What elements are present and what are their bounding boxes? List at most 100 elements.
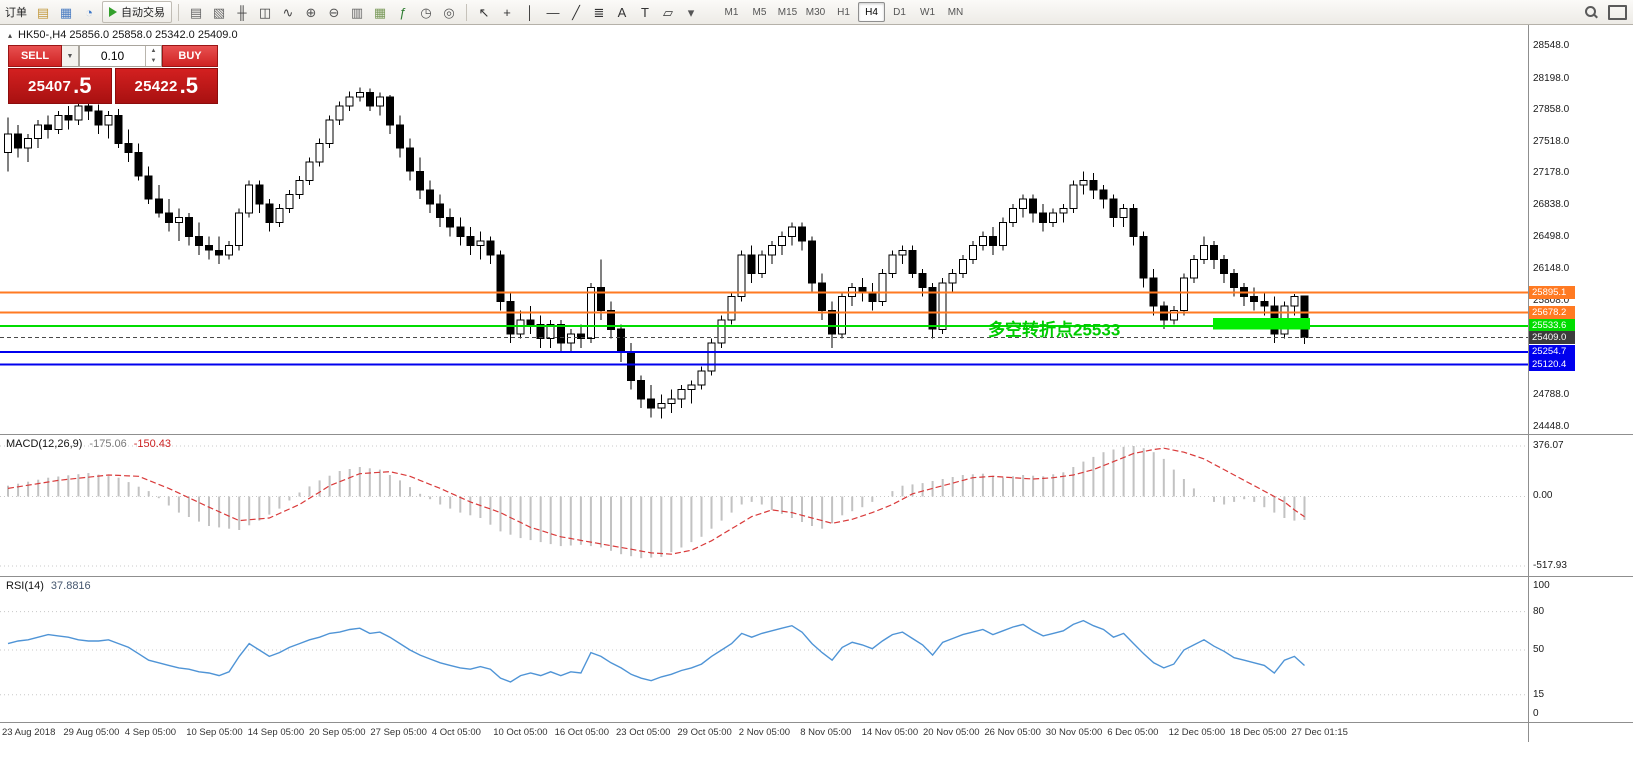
market-watch-icon[interactable]: ▦ [58,3,74,22]
one-click-toggle-icon[interactable]: ▴ [8,30,13,40]
date-label: 12 Dec 05:00 [1168,727,1226,738]
clock-icon: ◷ [420,4,432,20]
shapes-dropdown-icon: ▾ [687,4,695,20]
profiles-icon: ▧ [212,4,226,20]
timeframe-button-M1[interactable]: M1 [724,6,739,18]
search-icon[interactable] [1585,5,1598,19]
charts-window-icon[interactable]: ▤ [35,3,51,22]
timeframe-button-M15[interactable]: M15 [777,6,798,18]
line-chart-icon[interactable]: ∿ [280,3,296,22]
clock-icon[interactable]: ◷ [418,3,434,22]
price-level-badge: 25678.2 [1529,305,1575,319]
timeframe-button-M5[interactable]: M5 [752,6,767,18]
price-level-badge: 25533.6 [1529,319,1575,333]
rsi-splitter[interactable] [0,576,1633,577]
date-label: 14 Nov 05:00 [861,727,919,738]
volume-field[interactable]: 0.10 ▲ ▼ [79,45,162,67]
chart-symbol-header: ▴ HK50-,H4 25856.0 25858.0 25342.0 25409… [8,29,238,41]
help-icon: ◔ [85,4,93,20]
play-icon [109,7,117,17]
text-icon[interactable]: A [614,3,630,22]
new-order-button[interactable]: 订单 [5,7,27,19]
date-label: 23 Oct 05:00 [616,727,671,738]
shapes-icon: ▱ [663,4,673,20]
date-label: 29 Aug 05:00 [63,727,120,738]
volume-value[interactable]: 0.10 [100,49,125,63]
rsi-axis-label: 80 [1533,605,1545,617]
tile-windows-icon[interactable]: ▥ [349,3,365,22]
trendline-icon[interactable]: ╱ [568,3,584,22]
date-label: 27 Sep 05:00 [370,727,427,738]
macd-axis-label: 0.00 [1533,490,1553,502]
crosshair-icon: + [503,4,511,20]
sell-price: 25407 [27,77,72,95]
crosshair-icon[interactable]: + [499,3,515,22]
buy-price-button[interactable]: 25422 .5 [114,68,218,104]
toolbar-separator [466,3,467,21]
price-axis-label: 26498.0 [1533,230,1570,242]
shapes-dropdown-icon[interactable]: ▾ [683,3,699,22]
price-scale[interactable]: 28548.0 28198.0 27858.0 27518.0 27178.0 26838… [1529,0,1633,742]
date-label: 2 Nov 05:00 [738,727,791,738]
bar-chart-icon[interactable]: ╫ [234,3,250,22]
charts-window-icon: ▤ [36,4,50,20]
macd-panel[interactable] [0,434,1528,576]
toolbar-right-group [1585,4,1627,20]
date-label: 26 Nov 05:00 [984,727,1041,738]
indicators-icon[interactable]: ƒ [395,3,411,22]
vertical-line-icon[interactable]: │ [522,3,538,22]
candlestick-chart-icon[interactable]: ◫ [257,3,273,22]
target-icon[interactable]: ◎ [441,3,457,22]
horizontal-line-icon[interactable]: — [545,3,561,22]
timeframe-button-MN[interactable]: MN [947,6,964,18]
sell-button[interactable]: SELL [8,45,62,67]
timeframe-button-D1[interactable]: D1 [893,6,906,18]
price-chart[interactable]: 多空转折点25533 [0,25,1528,434]
price-axis-label: 27518.0 [1533,135,1570,147]
timeframe-button-H4[interactable]: H4 [858,2,885,22]
label-icon: T [641,4,649,20]
timeframe-button-M30[interactable]: M30 [805,6,826,18]
volume-down-icon[interactable]: ▼ [150,58,157,64]
macd-splitter[interactable] [0,434,1633,435]
timeframe-bar: M1 M5 M15 M30 H1 H4 D1 W1 MN [718,2,969,22]
order-type-dropdown[interactable]: ▼ [62,45,79,67]
fibonacci-icon[interactable]: ≣ [591,3,607,22]
date-label: 18 Dec 05:00 [1230,727,1287,738]
price-axis-label: 27858.0 [1533,104,1570,116]
timeframe-button-H1[interactable]: H1 [837,6,850,18]
zoom-in-icon[interactable]: ⊕ [303,3,319,22]
price-axis-label: 25808.0 [1533,294,1570,306]
label-icon[interactable]: T [637,3,653,22]
price-level-badge: 25120.4 [1529,357,1575,371]
rsi-axis-label: 15 [1533,688,1545,700]
new-chart-icon[interactable]: ▤ [188,3,204,22]
time-scale[interactable]: 23 Aug 2018 29 Aug 05:00 4 Sep 05:00 10 Sep… [0,722,1528,742]
date-label: 20 Sep 05:00 [309,727,366,738]
shapes-icon[interactable]: ▱ [660,3,676,22]
profiles-icon[interactable]: ▧ [211,3,227,22]
one-click-trading-panel: SELL ▼ 0.10 ▲ ▼ BUY 25407 .5 25422 .5 [8,45,218,104]
timeframe-button-W1[interactable]: W1 [920,6,935,18]
target-icon: ◎ [443,4,455,20]
rsi-header: RSI(14) 37.8816 [6,580,91,592]
date-label: 29 Oct 05:00 [677,727,732,738]
sell-price-button[interactable]: 25407 .5 [8,68,112,104]
help-icon[interactable]: ◔ [81,3,97,22]
buy-button[interactable]: BUY [162,45,218,67]
horizontal-line-icon: — [546,4,560,20]
fullscreen-icon[interactable] [1608,4,1627,20]
date-label: 8 Nov 05:00 [800,727,852,738]
rsi-panel[interactable] [0,576,1528,722]
cursor-icon[interactable]: ↖ [476,3,492,22]
date-label: 23 Aug 2018 [2,727,56,738]
bar-chart-icon: ╫ [237,4,247,20]
autotrading-button[interactable]: 自动交易 [102,1,172,23]
volume-up-icon[interactable]: ▲ [150,48,157,54]
grid-icon[interactable]: ▦ [372,3,388,22]
current-price-badge: 25409.0 [1529,330,1575,344]
date-label: 27 Dec 01:15 [1291,727,1348,738]
date-label: 30 Nov 05:00 [1045,727,1103,738]
toolbar: 订单 ▤ ▦ ◔ 自动交易 ▤ ▧ ╫ ◫ ∿ ⊕ ⊖ ▥ ▦ ƒ ◷ ◎ ↖ + │ — ╱ ≣ A T ▱ ▾ M1 M5… [0,0,1633,25]
zoom-out-icon[interactable]: ⊖ [326,3,342,22]
